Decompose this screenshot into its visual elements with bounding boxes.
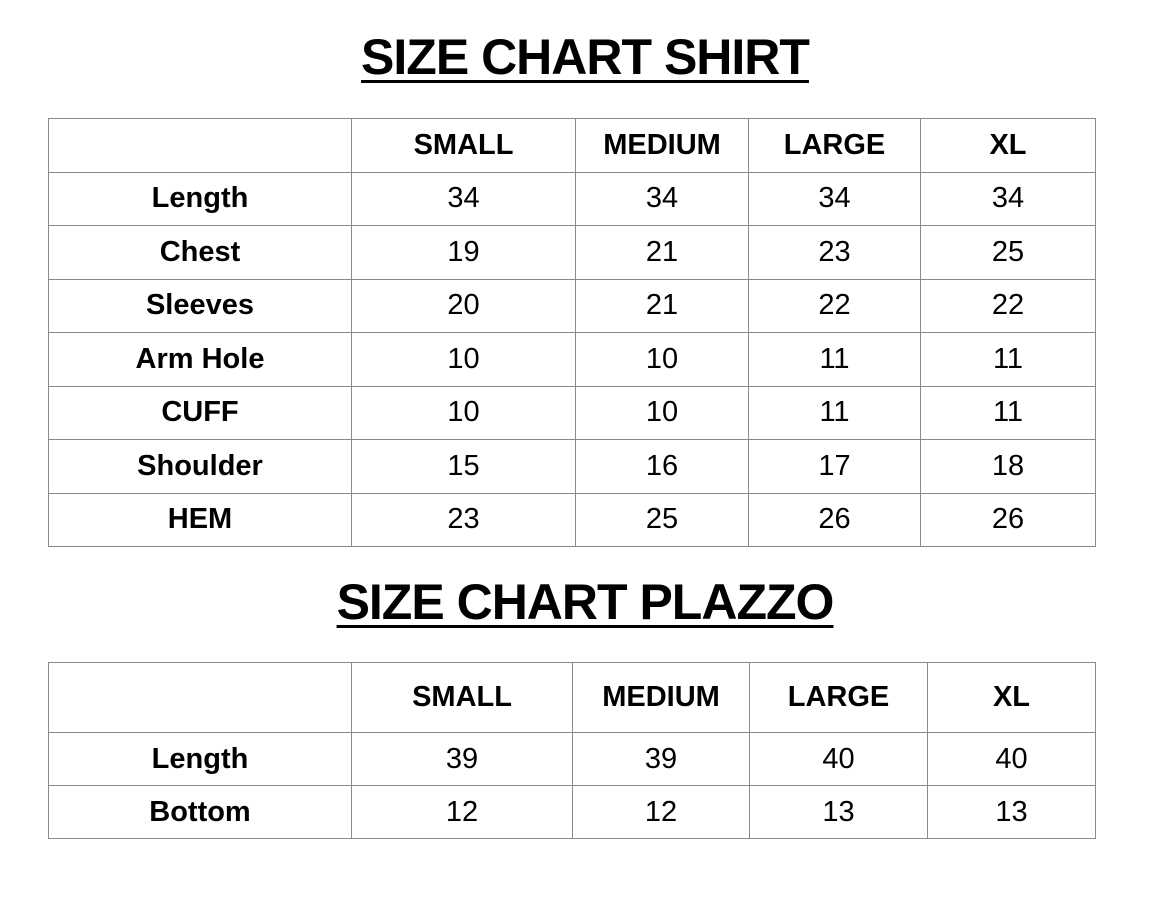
table-row: Length 34 34 34 34 bbox=[48, 171, 1096, 226]
table-header-row: SMALL MEDIUM LARGE XL bbox=[48, 118, 1096, 173]
row-label: Length bbox=[48, 732, 352, 786]
column-header: SMALL bbox=[351, 662, 573, 733]
size-value: 20 bbox=[351, 278, 576, 333]
column-header: MEDIUM bbox=[572, 662, 750, 733]
size-value: 40 bbox=[749, 732, 928, 786]
size-value: 10 bbox=[351, 385, 576, 440]
table-row: Chest 19 21 23 25 bbox=[48, 225, 1096, 280]
table-row: Arm Hole 10 10 11 11 bbox=[48, 332, 1096, 387]
table-row: HEM 23 25 26 26 bbox=[48, 492, 1096, 547]
size-value: 10 bbox=[575, 385, 749, 440]
row-label: Chest bbox=[48, 225, 352, 280]
size-value: 10 bbox=[575, 332, 749, 387]
table-row: CUFF 10 10 11 11 bbox=[48, 385, 1096, 440]
column-header: LARGE bbox=[749, 662, 928, 733]
column-header: LARGE bbox=[748, 118, 921, 173]
shirt-size-chart-title: SIZE CHART SHIRT bbox=[361, 29, 810, 85]
size-value: 25 bbox=[575, 492, 749, 547]
table-header-row: SMALL MEDIUM LARGE XL bbox=[48, 662, 1096, 733]
plazzo-size-table: SMALL MEDIUM LARGE XL Length 39 39 40 40 Bottom 12… bbox=[48, 662, 1096, 839]
row-label: Arm Hole bbox=[48, 332, 352, 387]
size-value: 13 bbox=[927, 785, 1096, 839]
column-header: XL bbox=[920, 118, 1096, 173]
size-value: 23 bbox=[748, 225, 921, 280]
size-value: 11 bbox=[920, 332, 1096, 387]
column-header bbox=[48, 118, 352, 173]
table-row: Length 39 39 40 40 bbox=[48, 732, 1096, 786]
size-value: 15 bbox=[351, 439, 576, 494]
size-value: 11 bbox=[748, 385, 921, 440]
plazzo-size-chart-title: SIZE CHART PLAZZO bbox=[336, 574, 835, 630]
size-value: 18 bbox=[920, 439, 1096, 494]
size-value: 26 bbox=[920, 492, 1096, 547]
column-header: SMALL bbox=[351, 118, 576, 173]
row-label: Shoulder bbox=[48, 439, 352, 494]
table-row: Bottom 12 12 13 13 bbox=[48, 785, 1096, 839]
row-label: CUFF bbox=[48, 385, 352, 440]
size-value: 12 bbox=[351, 785, 573, 839]
size-value: 13 bbox=[749, 785, 928, 839]
size-value: 21 bbox=[575, 278, 749, 333]
size-value: 23 bbox=[351, 492, 576, 547]
column-header bbox=[48, 662, 352, 733]
size-value: 22 bbox=[920, 278, 1096, 333]
size-value: 39 bbox=[351, 732, 573, 786]
shirt-size-table: SMALL MEDIUM LARGE XL Length 34 34 34 34 Chest 19 2… bbox=[48, 118, 1096, 547]
row-label: Bottom bbox=[48, 785, 352, 839]
size-value: 19 bbox=[351, 225, 576, 280]
size-value: 11 bbox=[748, 332, 921, 387]
size-value: 39 bbox=[572, 732, 750, 786]
row-label: HEM bbox=[48, 492, 352, 547]
size-value: 25 bbox=[920, 225, 1096, 280]
size-value: 34 bbox=[351, 171, 576, 226]
size-value: 16 bbox=[575, 439, 749, 494]
row-label: Sleeves bbox=[48, 278, 352, 333]
size-value: 11 bbox=[920, 385, 1096, 440]
size-value: 26 bbox=[748, 492, 921, 547]
size-value: 34 bbox=[748, 171, 921, 226]
size-value: 21 bbox=[575, 225, 749, 280]
size-value: 34 bbox=[920, 171, 1096, 226]
size-value: 34 bbox=[575, 171, 749, 226]
size-value: 22 bbox=[748, 278, 921, 333]
size-value: 17 bbox=[748, 439, 921, 494]
size-value: 12 bbox=[572, 785, 750, 839]
column-header: XL bbox=[927, 662, 1096, 733]
size-value: 10 bbox=[351, 332, 576, 387]
table-row: Sleeves 20 21 22 22 bbox=[48, 278, 1096, 333]
row-label: Length bbox=[48, 171, 352, 226]
table-row: Shoulder 15 16 17 18 bbox=[48, 439, 1096, 494]
column-header: MEDIUM bbox=[575, 118, 749, 173]
size-value: 40 bbox=[927, 732, 1096, 786]
